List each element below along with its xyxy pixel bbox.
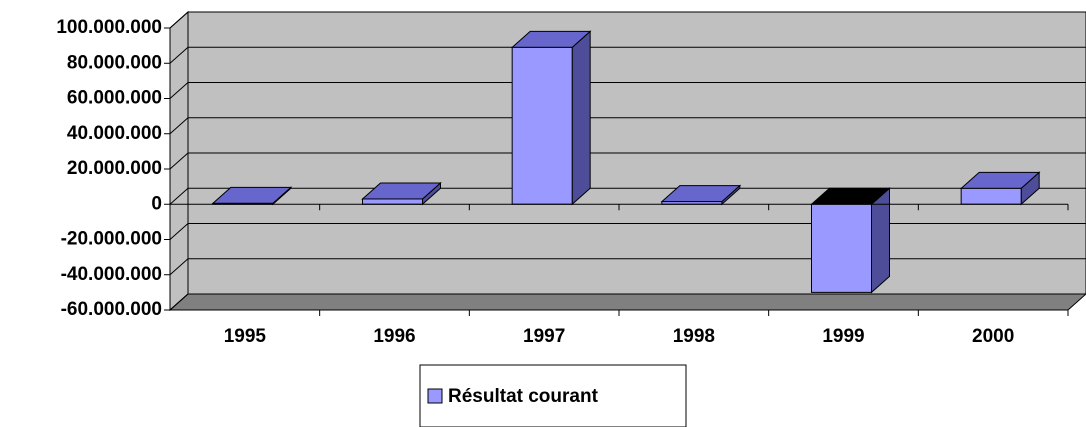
- bar: [811, 203, 872, 293]
- legend-swatch: [427, 388, 443, 404]
- grid-line: [169, 187, 189, 205]
- grid-line: [169, 11, 189, 29]
- legend-box: [419, 364, 687, 427]
- bar: [960, 187, 1022, 205]
- y-tick-label: 0: [151, 193, 162, 214]
- y-tick-label: 60.000.000: [67, 88, 162, 109]
- bar: [511, 46, 573, 205]
- legend-label: Résultat courant: [448, 386, 599, 407]
- y-tick-label: 40.000.000: [67, 123, 162, 144]
- grid-line: [169, 46, 189, 64]
- grid-line: [169, 258, 189, 276]
- y-tick-label: 80.000.000: [67, 52, 162, 73]
- y-tick-label: -20.000.000: [61, 229, 162, 250]
- grid-line: [169, 223, 189, 240]
- grid-line: [169, 152, 189, 170]
- bar: [362, 198, 423, 205]
- grid-line: [169, 82, 189, 99]
- x-tick-label: 1998: [673, 326, 715, 347]
- x-tick-label: 1999: [822, 326, 864, 347]
- x-tick-label: 1997: [523, 326, 565, 347]
- x-tick-label: 1995: [224, 326, 267, 347]
- y-tick-label: 100.000.000: [56, 17, 162, 38]
- floor: [168, 293, 1086, 311]
- bar-side: [571, 30, 591, 206]
- grid-line: [169, 117, 189, 135]
- y-tick-label: 20.000.000: [67, 158, 162, 179]
- grid-line: [169, 293, 189, 311]
- x-tick-label: 1996: [373, 326, 415, 347]
- y-tick-label: -40.000.000: [61, 264, 162, 285]
- y-tick-label: -60.000.000: [61, 299, 162, 320]
- x-tick-label: 2000: [972, 326, 1014, 347]
